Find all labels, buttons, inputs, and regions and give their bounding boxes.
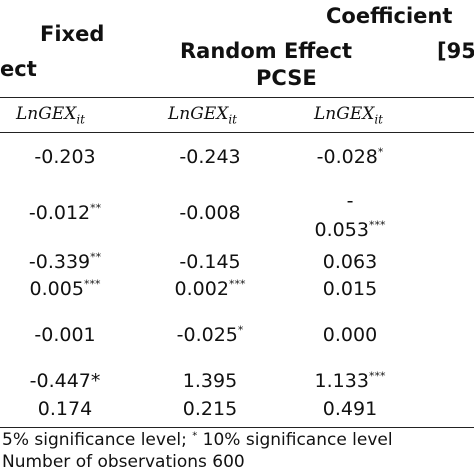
header-effect-tail: ect bbox=[0, 57, 37, 81]
header-pcse: PCSE bbox=[256, 66, 317, 90]
header-bracket: [95 bbox=[437, 39, 474, 63]
cell-r7-c1: 0.174 bbox=[37, 398, 93, 420]
header-random-effect: Random Effect bbox=[180, 39, 353, 63]
cell-r6-c2: 1.395 bbox=[182, 370, 238, 392]
cell-r3-c2: -0.145 bbox=[179, 251, 241, 273]
cell-r6-c1: -0.447* bbox=[29, 370, 101, 392]
cell-r1-c3: -0.028* bbox=[316, 145, 384, 168]
cell-r6-c3: 1.133*** bbox=[314, 369, 386, 392]
cell-r7-c2: 0.215 bbox=[182, 398, 238, 420]
dep-var-col2: LnGEXit bbox=[168, 104, 238, 127]
note-observations: Number of observations 600 bbox=[2, 452, 245, 472]
cell-r4-c2: 0.002*** bbox=[174, 277, 246, 300]
dep-var-col3: LnGEXit bbox=[314, 104, 384, 127]
cell-r1-c1: -0.203 bbox=[34, 146, 96, 168]
cell-r5-c1: -0.001 bbox=[34, 324, 96, 346]
cell-r3-c3: 0.063 bbox=[322, 251, 378, 273]
cell-r2-c3: 0.053*** bbox=[314, 218, 386, 241]
header-rule bbox=[0, 97, 474, 98]
cell-r3-c1: -0.339** bbox=[28, 250, 102, 273]
subheader-rule bbox=[0, 132, 474, 133]
header-fixed: Fixed bbox=[40, 22, 105, 46]
dep-var-col1: LnGEXit bbox=[16, 104, 86, 127]
bottom-rule bbox=[0, 427, 474, 428]
cell-r4-c1: 0.005*** bbox=[29, 277, 101, 300]
cell-r1-c2: -0.243 bbox=[179, 146, 241, 168]
note-significance: 5% significance level; * 10% significanc… bbox=[2, 430, 393, 450]
cell-r7-c3: 0.491 bbox=[322, 398, 378, 420]
cell-r2-c1: -0.012** bbox=[28, 201, 102, 224]
cell-r5-c3: 0.000 bbox=[322, 324, 378, 346]
cell-r2-c3-dash: - bbox=[346, 190, 354, 212]
header-coefficient: Coefficient bbox=[326, 4, 453, 28]
cell-r5-c2: -0.025* bbox=[176, 323, 244, 346]
cell-r4-c3: 0.015 bbox=[322, 278, 378, 300]
cell-r2-c2: -0.008 bbox=[179, 202, 241, 224]
